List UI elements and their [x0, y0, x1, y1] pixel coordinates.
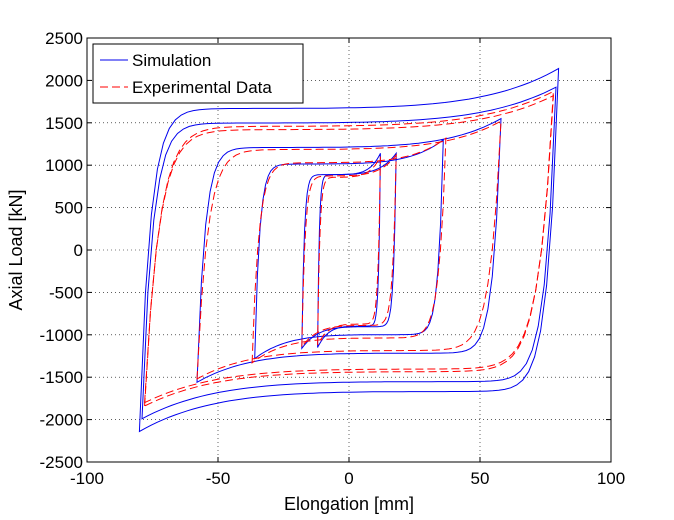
- legend-label-experimental: Experimental Data: [132, 78, 272, 97]
- legend-box: [92, 43, 304, 104]
- y-tick-label: 0: [74, 241, 83, 260]
- y-tick-label: -2000: [40, 411, 83, 430]
- y-tick-label: -2500: [40, 453, 83, 472]
- legend-label-simulation: Simulation: [132, 51, 211, 70]
- series-layer: [138, 67, 560, 433]
- legend: Simulation Experimental Data: [92, 43, 304, 104]
- y-tick-label: -1000: [40, 326, 83, 345]
- y-tick-label: 2500: [45, 29, 83, 48]
- hysteresis-loop-experimental: [144, 94, 554, 404]
- y-tick-label: 2000: [45, 71, 83, 90]
- hysteresis-loop-simulation: [254, 138, 444, 360]
- hysteresis-loop-experimental: [251, 137, 447, 364]
- y-tick-label: -500: [49, 283, 83, 302]
- hysteresis-loop-simulation: [141, 86, 557, 420]
- series-simulation: [138, 67, 560, 433]
- y-tick-label: 1000: [45, 156, 83, 175]
- x-tick-label: 50: [471, 469, 490, 488]
- hysteresis-loop-experimental: [196, 120, 502, 380]
- series-experimental: [144, 90, 554, 407]
- x-axis-label: Elongation [mm]: [284, 494, 414, 514]
- x-tick-label: 0: [344, 469, 353, 488]
- y-tick-label: 1500: [45, 114, 83, 133]
- x-tick-label: -100: [70, 469, 104, 488]
- x-tick-label: -50: [206, 469, 231, 488]
- hysteresis-loop-experimental: [301, 153, 397, 349]
- y-axis-label: Axial Load [kN]: [6, 189, 26, 310]
- hysteresis-loop-simulation: [301, 151, 397, 350]
- x-tick-label: 100: [597, 469, 625, 488]
- y-tick-label: -1500: [40, 368, 83, 387]
- y-tick-label: 500: [55, 199, 83, 218]
- hysteresis-loop-simulation: [196, 117, 502, 384]
- hysteresis-loop-simulation: [138, 67, 560, 433]
- hysteresis-loop-experimental: [317, 156, 381, 346]
- axis-ticks: -100 -50 0 50 10025002000150010005000-500-10…: [40, 29, 626, 488]
